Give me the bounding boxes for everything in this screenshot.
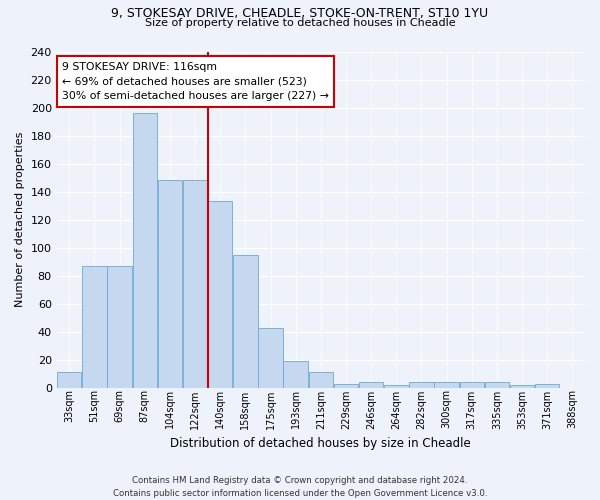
Bar (434, 382, 459, 388)
Bar (208, 202, 232, 388)
Text: 9, STOKESAY DRIVE, CHEADLE, STOKE-ON-TRENT, ST10 1YU: 9, STOKESAY DRIVE, CHEADLE, STOKE-ON-TRE… (112, 8, 488, 20)
Bar (334, 384, 358, 388)
Text: Size of property relative to detached houses in Cheadle: Size of property relative to detached ho… (145, 18, 455, 28)
Bar (82, 266, 107, 388)
Bar (308, 372, 333, 388)
Bar (183, 180, 207, 388)
Bar (535, 384, 559, 388)
Bar (158, 180, 182, 388)
Bar (259, 328, 283, 388)
Bar (233, 254, 257, 388)
Bar (485, 382, 509, 388)
Y-axis label: Number of detached properties: Number of detached properties (15, 132, 25, 308)
Text: Contains HM Land Registry data © Crown copyright and database right 2024.
Contai: Contains HM Land Registry data © Crown c… (113, 476, 487, 498)
Bar (107, 266, 132, 388)
Text: 9 STOKESAY DRIVE: 116sqm
← 69% of detached houses are smaller (523)
30% of semi-: 9 STOKESAY DRIVE: 116sqm ← 69% of detach… (62, 62, 329, 101)
Bar (384, 385, 409, 388)
Bar (409, 382, 434, 388)
Bar (283, 362, 308, 388)
Bar (133, 113, 157, 388)
X-axis label: Distribution of detached houses by size in Cheadle: Distribution of detached houses by size … (170, 437, 471, 450)
Bar (510, 385, 535, 388)
Bar (460, 382, 484, 388)
Bar (359, 382, 383, 388)
Bar (57, 372, 82, 388)
